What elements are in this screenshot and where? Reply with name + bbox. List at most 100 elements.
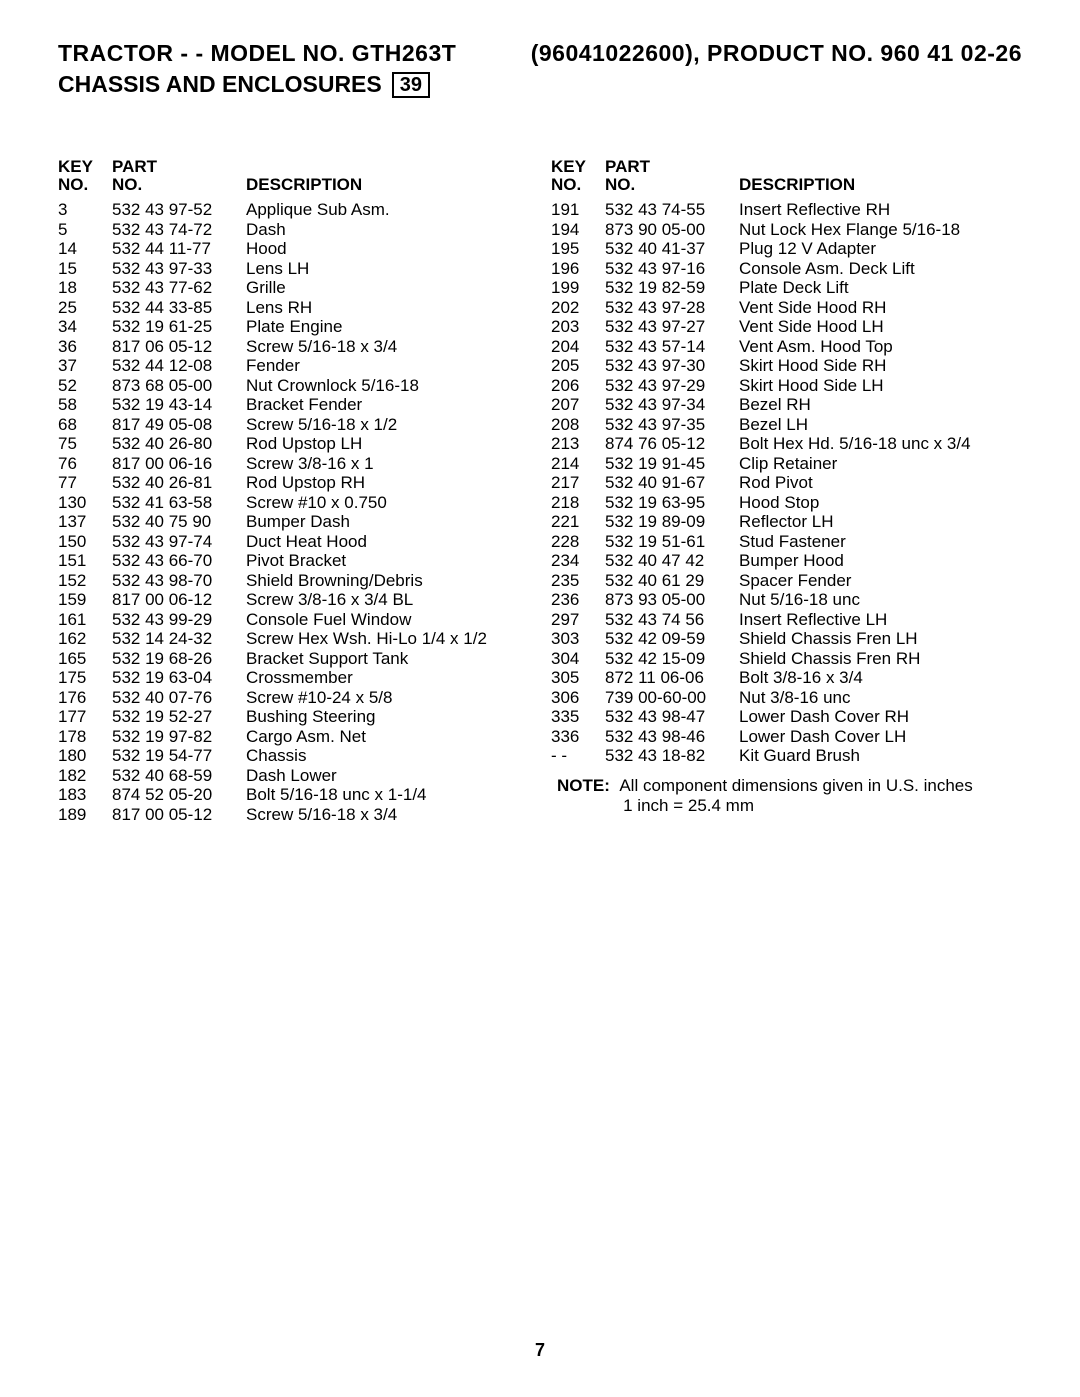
- cell-key-no: 180: [58, 746, 112, 766]
- cell-description: Hood: [246, 239, 529, 259]
- cell-part-no: 532 40 26-80: [112, 434, 246, 454]
- cell-description: Skirt Hood Side RH: [739, 356, 1022, 376]
- table-row: 37532 44 12-08Fender: [58, 356, 529, 376]
- cell-key-no: 306: [551, 688, 605, 708]
- cell-key-no: 189: [58, 805, 112, 825]
- table-row: 218532 19 63-95Hood Stop: [551, 493, 1022, 513]
- cell-key-no: 305: [551, 668, 605, 688]
- cell-key-no: 161: [58, 610, 112, 630]
- table-row: 304532 42 15-09Shield Chassis Fren RH: [551, 649, 1022, 669]
- cell-description: Vent Side Hood RH: [739, 298, 1022, 318]
- table-row: 235532 40 61 29Spacer Fender: [551, 571, 1022, 591]
- cell-key-no: 58: [58, 395, 112, 415]
- cell-description: Reflector LH: [739, 512, 1022, 532]
- cell-key-no: 25: [58, 298, 112, 318]
- cell-key-no: 130: [58, 493, 112, 513]
- cell-part-no: 532 14 24-32: [112, 629, 246, 649]
- cell-key-no: 68: [58, 415, 112, 435]
- table-row: 161532 43 99-29Console Fuel Window: [58, 610, 529, 630]
- cell-description: Screw 5/16-18 x 3/4: [246, 805, 529, 825]
- cell-part-no: 532 40 47 42: [605, 551, 739, 571]
- table-row: 177532 19 52-27Bushing Steering: [58, 707, 529, 727]
- cell-key-no: 297: [551, 610, 605, 630]
- cell-description: Screw 5/16-18 x 1/2: [246, 415, 529, 435]
- cell-key-no: 206: [551, 376, 605, 396]
- cell-part-no: 532 43 98-70: [112, 571, 246, 591]
- table-row: 75532 40 26-80Rod Upstop LH: [58, 434, 529, 454]
- cell-description: Console Asm. Deck Lift: [739, 259, 1022, 279]
- cell-key-no: 194: [551, 220, 605, 240]
- table-row: 15532 43 97-33Lens LH: [58, 259, 529, 279]
- cell-key-no: 159: [58, 590, 112, 610]
- cell-description: Grille: [246, 278, 529, 298]
- cell-description: Screw Hex Wsh. Hi-Lo 1/4 x 1/2: [246, 629, 529, 649]
- cell-description: Rod Upstop RH: [246, 473, 529, 493]
- cell-part-no: 532 19 97-82: [112, 727, 246, 747]
- table-row: 34532 19 61-25Plate Engine: [58, 317, 529, 337]
- table-row: 178532 19 97-82Cargo Asm. Net: [58, 727, 529, 747]
- cell-part-no: 532 40 91-67: [605, 473, 739, 493]
- cell-key-no: 204: [551, 337, 605, 357]
- table-row: 204532 43 57-14Vent Asm. Hood Top: [551, 337, 1022, 357]
- cell-part-no: 532 19 43-14: [112, 395, 246, 415]
- cell-key-no: 137: [58, 512, 112, 532]
- cell-part-no: 532 19 54-77: [112, 746, 246, 766]
- cell-part-no: 873 68 05-00: [112, 376, 246, 396]
- cell-description: Bumper Hood: [739, 551, 1022, 571]
- cell-key-no: 221: [551, 512, 605, 532]
- cell-key-no: 36: [58, 337, 112, 357]
- cell-part-no: 532 43 97-74: [112, 532, 246, 552]
- cell-description: Spacer Fender: [739, 571, 1022, 591]
- cell-key-no: 304: [551, 649, 605, 669]
- cell-key-no: 151: [58, 551, 112, 571]
- left-column: KEY NO. PART NO. DESCRIPTION 3532 43 97-…: [58, 158, 529, 824]
- cell-part-no: 532 43 97-28: [605, 298, 739, 318]
- table-row: 180532 19 54-77Chassis: [58, 746, 529, 766]
- cell-key-no: 218: [551, 493, 605, 513]
- table-row: 58532 19 43-14Bracket Fender: [58, 395, 529, 415]
- cell-key-no: 191: [551, 200, 605, 220]
- table-row: 205532 43 97-30Skirt Hood Side RH: [551, 356, 1022, 376]
- cell-key-no: 165: [58, 649, 112, 669]
- cell-part-no: 532 19 91-45: [605, 454, 739, 474]
- cell-description: Chassis: [246, 746, 529, 766]
- cell-description: Nut Crownlock 5/16-18: [246, 376, 529, 396]
- title-row: TRACTOR - - MODEL NO. GTH263T (960410226…: [58, 40, 1022, 67]
- header-key-no: KEY NO.: [551, 158, 605, 200]
- cell-part-no: 532 44 11-77: [112, 239, 246, 259]
- table-row: 207532 43 97-34Bezel RH: [551, 395, 1022, 415]
- table-row: 68817 49 05-08Screw 5/16-18 x 1/2: [58, 415, 529, 435]
- page-number: 7: [0, 1340, 1080, 1361]
- note-label: NOTE:: [557, 776, 610, 795]
- table-row: 305872 11 06-06Bolt 3/8-16 x 3/4: [551, 668, 1022, 688]
- cell-key-no: 75: [58, 434, 112, 454]
- cell-description: Screw 5/16-18 x 3/4: [246, 337, 529, 357]
- cell-part-no: 532 43 74-55: [605, 200, 739, 220]
- cell-description: Bumper Dash: [246, 512, 529, 532]
- table-row: 165532 19 68-26Bracket Support Tank: [58, 649, 529, 669]
- cell-part-no: 532 40 26-81: [112, 473, 246, 493]
- cell-key-no: 235: [551, 571, 605, 591]
- cell-description: Bracket Support Tank: [246, 649, 529, 669]
- title-right: (96041022600), PRODUCT NO. 960 41 02-26: [531, 40, 1022, 67]
- table-row: 303532 42 09-59Shield Chassis Fren LH: [551, 629, 1022, 649]
- note: NOTE: All component dimensions given in …: [551, 776, 1022, 816]
- header-part-line1: PART: [605, 157, 650, 176]
- table-row: 3532 43 97-52Applique Sub Asm.: [58, 200, 529, 220]
- table-row: 5532 43 74-72Dash: [58, 220, 529, 240]
- cell-description: Screw #10-24 x 5/8: [246, 688, 529, 708]
- cell-description: Rod Pivot: [739, 473, 1022, 493]
- table-row: 306739 00-60-00Nut 3/8-16 unc: [551, 688, 1022, 708]
- cell-part-no: 532 43 97-52: [112, 200, 246, 220]
- cell-key-no: 208: [551, 415, 605, 435]
- cell-key-no: 182: [58, 766, 112, 786]
- cell-key-no: 77: [58, 473, 112, 493]
- cell-key-no: - -: [551, 746, 605, 766]
- cell-part-no: 532 43 97-34: [605, 395, 739, 415]
- cell-part-no: 532 43 77-62: [112, 278, 246, 298]
- cell-key-no: 76: [58, 454, 112, 474]
- header-desc-text: DESCRIPTION: [739, 175, 855, 194]
- cell-description: Plate Engine: [246, 317, 529, 337]
- cell-description: Lens RH: [246, 298, 529, 318]
- table-row: 221532 19 89-09Reflector LH: [551, 512, 1022, 532]
